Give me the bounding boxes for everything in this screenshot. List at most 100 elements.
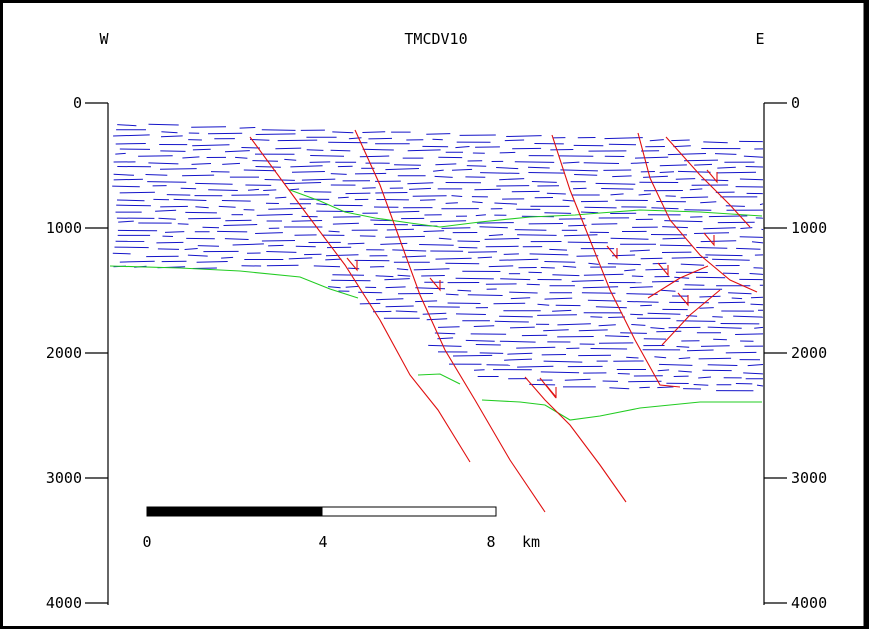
reflector-segment [224, 150, 250, 153]
reflector-segment [268, 207, 306, 210]
reflector-segment [331, 279, 371, 282]
reflector-segment [506, 135, 542, 137]
reflector-segment [385, 168, 420, 171]
reflector-segment [717, 166, 736, 169]
fault-line [661, 289, 721, 346]
reflector-segment [113, 173, 135, 176]
reflector-segment [574, 174, 598, 176]
reflector-segment [426, 133, 451, 135]
reflector-segment [509, 291, 538, 294]
reflector-segment [689, 188, 703, 191]
reflector-segment [680, 263, 705, 266]
reflector-segment [468, 251, 498, 253]
reflector-segment [180, 187, 197, 190]
reflector-segment [759, 203, 764, 206]
reflector-segment [119, 260, 155, 263]
slip-arrow [429, 277, 441, 292]
reflector-segment [419, 199, 436, 201]
reflector-segment [693, 384, 709, 386]
reflector-segment [476, 222, 514, 224]
reflector-segment [182, 174, 215, 177]
reflector-segment [624, 269, 636, 272]
reflector-segment [568, 224, 587, 227]
reflector-segment [112, 252, 131, 255]
reflector-segment [504, 358, 533, 361]
reflector-segment [301, 178, 336, 181]
reflector-segment [441, 227, 471, 229]
horizon-line [289, 189, 763, 228]
left-tick-label: 2000 [46, 344, 82, 362]
reflector-segment [332, 131, 354, 134]
slip-arrow [657, 262, 669, 277]
reflector-segment [330, 149, 351, 152]
right-tick-label: 2000 [791, 344, 827, 362]
reflector-segment [375, 192, 408, 194]
reflector-segment [684, 284, 705, 286]
east-label: E [755, 30, 764, 48]
reflector-segment [634, 156, 669, 159]
slip-arrow [703, 232, 715, 247]
reflector-segment [725, 205, 745, 207]
reflector-segment [499, 340, 536, 343]
reflector-segment [451, 195, 463, 197]
reflector-segment [263, 189, 277, 191]
reflector-segment [375, 275, 394, 278]
reflector-segment [480, 172, 520, 174]
reflector-segment [347, 242, 365, 245]
scale-label-4: 4 [318, 533, 327, 551]
reflector-segment [708, 215, 748, 218]
fault-line [249, 136, 471, 463]
reflector-segment [328, 141, 368, 144]
section-title: TMCDV10 [404, 30, 467, 48]
reflector-segment [384, 278, 410, 281]
slip-arrow [606, 245, 618, 260]
reflector-segment [647, 312, 681, 315]
reflector-segment [696, 247, 728, 249]
reflector-segment [626, 293, 658, 295]
left-tick-label: 3000 [46, 469, 82, 487]
reflector-segment [479, 226, 508, 229]
reflector-segment [671, 139, 690, 142]
reflector-segment [195, 182, 233, 185]
reflector-segment [640, 257, 663, 260]
reflector-segment [509, 326, 535, 329]
reflector-segment [435, 163, 457, 166]
reflector-segment [514, 161, 555, 163]
reflector-segment [526, 283, 540, 286]
reflector-segment [385, 235, 425, 238]
reflector-segment [434, 175, 453, 178]
fault-line [551, 134, 681, 388]
reflector-segment [494, 202, 518, 205]
reflector-segment [627, 301, 659, 303]
reflector-segment [649, 139, 664, 142]
reflector-segment [620, 332, 647, 334]
fault-line [665, 136, 751, 228]
reflector-segment [612, 175, 632, 178]
reflector-segment [544, 261, 576, 263]
reflector-segment [433, 169, 444, 172]
reflector-segment [631, 324, 646, 326]
reflector-segment [578, 329, 608, 332]
scale-bar-white-segment [321, 506, 497, 517]
fault-slip-arrows [346, 169, 718, 399]
reflector-segment [288, 257, 313, 260]
reflector-segment [224, 238, 249, 240]
reflector-segment [156, 241, 184, 244]
reflector-segment [650, 327, 665, 330]
reflector-segment [544, 297, 573, 300]
fault-lines [249, 129, 758, 513]
reflector-segment [475, 214, 486, 217]
reflector-segment [197, 245, 220, 247]
reflector-segment [571, 279, 604, 282]
reflector-segment [739, 236, 764, 238]
reflector-segment [117, 124, 137, 127]
reflector-segment [496, 167, 519, 170]
reflector-segment [543, 329, 569, 332]
reflector-segment [694, 163, 713, 166]
reflector-segment [325, 254, 359, 257]
reflector-segment [177, 223, 189, 225]
reflector-segment [362, 187, 376, 189]
green-horizons [109, 189, 763, 421]
reflector-segment [147, 181, 187, 183]
reflector-segment [608, 316, 626, 318]
